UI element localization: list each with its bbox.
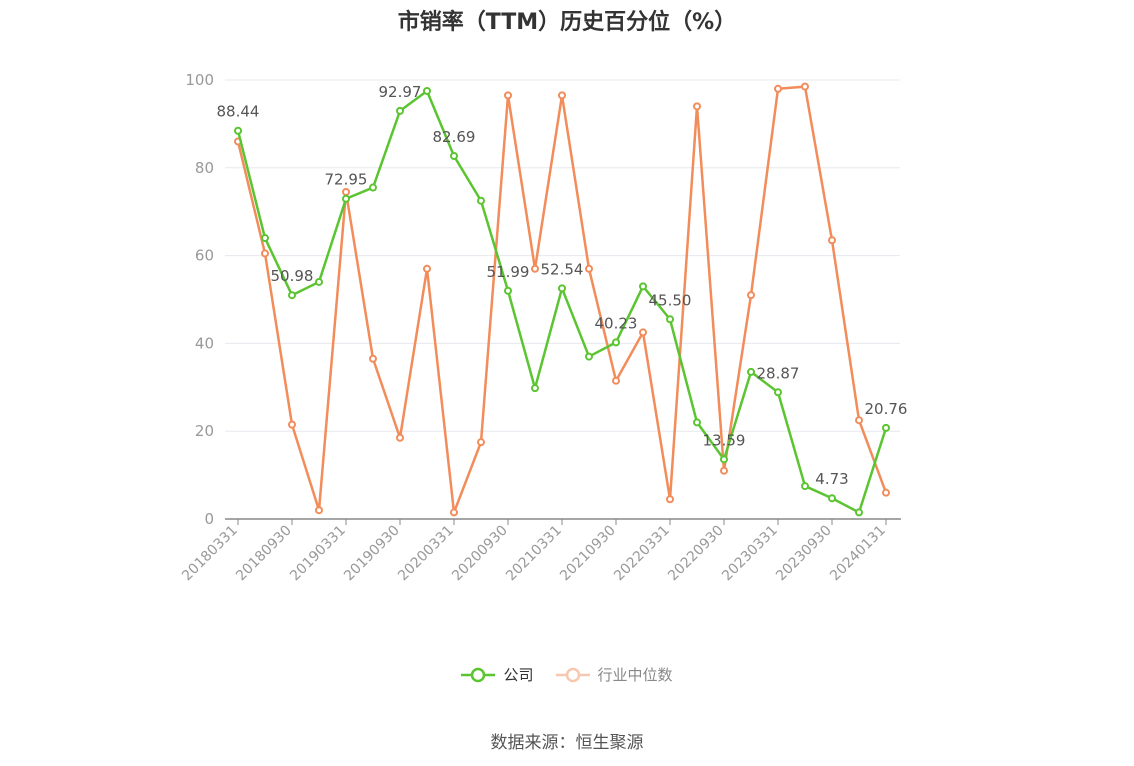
series-layer — [234, 82, 890, 517]
y-tick-label: 20 — [195, 422, 214, 440]
data-point-company — [774, 388, 782, 397]
data-point-industry — [288, 420, 296, 429]
data-point-company — [396, 106, 404, 115]
axis-layer: 0 20 40 60 80 100 2018033120180930201903312019… — [179, 71, 901, 584]
data-point-industry — [477, 438, 485, 447]
data-point-industry — [666, 495, 674, 504]
x-tick-label: 20230930 — [773, 523, 835, 585]
data-point-company — [720, 455, 728, 464]
data-point-industry — [531, 264, 539, 273]
data-point-industry — [639, 328, 647, 337]
data-point-industry — [882, 488, 890, 497]
y-tick-label: 100 — [185, 71, 214, 89]
data-point-company — [585, 352, 593, 361]
data-point-industry — [855, 416, 863, 425]
data-point-industry — [612, 376, 620, 385]
legend-label-company: 公司 — [503, 666, 534, 684]
data-point-company — [342, 194, 350, 203]
y-tick-label: 60 — [195, 247, 214, 265]
data-point-company — [693, 418, 701, 427]
data-point-industry — [801, 82, 809, 91]
x-tick-label: 20180331 — [179, 523, 241, 585]
data-label: 13.59 — [703, 431, 746, 449]
y-tick-label: 0 — [204, 510, 214, 528]
data-point-company — [261, 234, 269, 243]
x-tick-label: 20190930 — [341, 523, 403, 585]
data-point-company — [288, 291, 296, 300]
legend-company-line-icon — [461, 667, 496, 682]
data-point-company — [477, 196, 485, 205]
data-point-industry — [558, 91, 566, 100]
data-source-note: 数据来源：恒生聚源 — [490, 733, 644, 753]
y-tick-label: 40 — [195, 334, 214, 352]
data-point-company — [504, 286, 512, 295]
data-label: 4.73 — [815, 470, 848, 488]
legend-label-industry: 行业中位数 — [597, 666, 673, 684]
chart-title: 市销率（TTM）历史百分位（%） — [397, 10, 737, 35]
grid-layer — [225, 79, 900, 432]
data-point-company — [531, 384, 539, 393]
data-point-industry — [693, 102, 701, 111]
data-point-company — [666, 315, 674, 324]
data-label: 40.23 — [595, 314, 638, 332]
data-point-company — [423, 86, 431, 95]
y-tick-label: 80 — [195, 159, 214, 177]
x-tick-label: 20220331 — [611, 523, 673, 585]
data-point-company — [801, 482, 809, 491]
data-point-company — [234, 126, 242, 135]
data-label: 72.95 — [325, 171, 368, 189]
data-point-industry — [774, 84, 782, 93]
data-point-industry — [450, 508, 458, 517]
series-line-industry — [236, 85, 888, 514]
x-tick-label: 20200331 — [395, 523, 457, 585]
x-tick-label: 20190331 — [287, 523, 349, 585]
x-tick-label: 20240131 — [827, 523, 889, 585]
data-label: 28.87 — [757, 364, 800, 382]
data-label: 92.97 — [379, 83, 422, 101]
data-label: 82.69 — [433, 128, 476, 146]
data-point-company — [315, 277, 323, 286]
x-tick-label: 20180930 — [233, 523, 295, 585]
data-point-industry — [747, 291, 755, 300]
data-label: 20.76 — [865, 400, 908, 418]
x-tick-label: 20210331 — [503, 523, 565, 585]
x-tick-label: 20200930 — [449, 523, 511, 585]
data-point-company — [639, 282, 647, 291]
legend-industry-line-icon — [555, 667, 590, 682]
data-point-company — [855, 508, 863, 517]
line-chart: 0 20 40 60 80 100 2018033120180930201903312019… — [179, 71, 908, 584]
data-point-industry — [369, 354, 377, 363]
x-tick-label: 20210930 — [557, 523, 619, 585]
data-point-industry — [261, 249, 269, 258]
data-point-company — [450, 151, 458, 160]
legend-item-company[interactable]: 公司 — [461, 664, 534, 685]
data-point-company — [612, 338, 620, 347]
data-point-industry — [504, 91, 512, 100]
data-point-industry — [828, 236, 836, 245]
data-point-industry — [315, 506, 323, 515]
x-tick-label: 20220930 — [665, 523, 727, 585]
data-point-industry — [423, 264, 431, 273]
data-point-company — [882, 423, 890, 432]
data-label-layer: 88.44 50.98 72.95 92.97 82.69 51.99 52.54 40.23… — [217, 83, 908, 488]
series-line-company — [236, 89, 888, 514]
legend: 公司 行业中位数 — [0, 664, 1134, 685]
data-point-company — [747, 367, 755, 376]
data-point-industry — [396, 433, 404, 442]
data-point-company — [828, 494, 836, 503]
data-point-industry — [720, 466, 728, 475]
data-point-company — [558, 284, 566, 293]
data-point-company — [369, 183, 377, 192]
data-label: 52.54 — [541, 260, 584, 278]
data-label: 45.50 — [649, 291, 692, 309]
data-label: 50.98 — [271, 267, 314, 285]
data-label: 51.99 — [487, 263, 530, 281]
x-tick-label: 20230331 — [719, 523, 781, 585]
data-label: 88.44 — [217, 103, 260, 121]
legend-item-industry[interactable]: 行业中位数 — [555, 664, 673, 685]
data-point-industry — [585, 264, 593, 273]
data-point-industry — [342, 187, 350, 196]
